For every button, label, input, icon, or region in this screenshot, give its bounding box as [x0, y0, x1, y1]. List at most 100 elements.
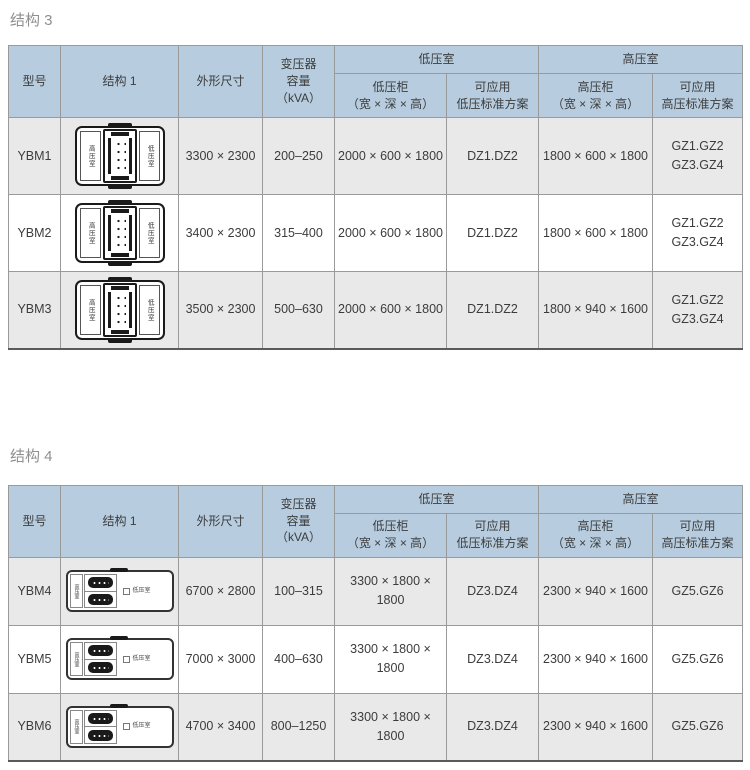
- hv-room-compartment: 高压室: [79, 131, 101, 181]
- cell-lv-scheme: DZ1.DZ2: [445, 117, 540, 195]
- cell-model: YBM4: [8, 556, 61, 626]
- col-header-structure: 结构 1: [60, 484, 179, 558]
- substation-top-view-diagram: 高压室 低压室: [74, 276, 165, 343]
- col-header-dimensions: 外形尺寸: [178, 484, 263, 558]
- col-header-lv-cabinet: 低压柜 （宽 × 深 × 高）: [334, 512, 447, 558]
- cell-lv-cabinet: 3300 × 1800 × 1800: [334, 692, 447, 762]
- group-header-lv-room: 低压室: [333, 484, 540, 514]
- vent-bar: [107, 123, 132, 128]
- lv-room-compartment: 低压室: [117, 710, 170, 744]
- cell-dimensions: 6700 × 2800: [178, 556, 263, 626]
- hv-room-compartment: 高压室: [69, 642, 83, 676]
- vent-bar: [107, 184, 132, 189]
- cell-capacity: 200–250: [262, 117, 335, 195]
- cell-structure-diagram: 高压室 低压室: [60, 271, 179, 349]
- cell-structure-diagram: 高压室 低压室: [60, 556, 179, 626]
- section-title-structure-3: 结构 3: [10, 12, 53, 29]
- cell-capacity: 100–315: [262, 556, 335, 626]
- col-header-hv-cabinet: 高压柜 （宽 × 深 × 高）: [538, 512, 654, 558]
- col-header-lv-scheme: 可应用 低压标准方案: [445, 73, 540, 118]
- lv-room-compartment: 低压室: [138, 284, 160, 335]
- cell-capacity: 315–400: [262, 194, 335, 272]
- col-header-hv-scheme: 可应用 高压标准方案: [652, 512, 744, 558]
- col-header-capacity: 变压器 容量 （kVA）: [262, 45, 335, 118]
- col-header-structure: 结构 1: [60, 45, 179, 118]
- cell-hv-scheme: GZ5.GZ6: [652, 556, 744, 626]
- cell-capacity: 800–1250: [262, 692, 335, 762]
- cell-structure-diagram: 高压室 低压室: [60, 692, 179, 762]
- substation-top-view-diagram: 高压室 低压室: [65, 636, 174, 680]
- col-header-hv-scheme: 可应用 高压标准方案: [652, 73, 744, 118]
- hv-room-compartment: 高压室: [69, 709, 83, 744]
- table-row: YBM2 高压室 低压室 3400 × 2300: [8, 194, 744, 272]
- transformer-compartment: [102, 206, 137, 260]
- cell-lv-cabinet: 3300 × 1800 × 1800: [334, 624, 447, 694]
- cell-dimensions: 7000 × 3000: [178, 624, 263, 694]
- cell-hv-cabinet: 1800 × 600 × 1800: [538, 117, 654, 195]
- transformer-icon: [87, 713, 113, 724]
- hv-room-compartment: 高压室: [69, 574, 83, 608]
- substation-top-view-diagram: 高压室 低压室: [74, 200, 165, 266]
- lv-room-compartment: 低压室: [117, 642, 170, 676]
- cell-lv-scheme: DZ3.DZ4: [445, 624, 540, 694]
- cell-lv-scheme: DZ3.DZ4: [445, 692, 540, 762]
- table-row: YBM3 高压室 低压室 3500 × 2300: [8, 271, 744, 349]
- col-header-dimensions: 外形尺寸: [178, 45, 263, 118]
- transformer-icon: [87, 729, 113, 741]
- substation-top-view-diagram: 高压室 低压室: [65, 703, 174, 748]
- spec-table-structure-4: 型号 结构 1 外形尺寸 变压器 容量 （kVA） 低压室 高压室 低压柜 （宽…: [8, 484, 744, 762]
- cell-lv-cabinet: 3300 × 1800 × 1800: [334, 556, 447, 626]
- table-header: 型号 结构 1 外形尺寸 变压器 容量 （kVA） 低压室 高压室 低压柜 （宽…: [8, 484, 744, 558]
- cell-model: YBM6: [8, 692, 61, 762]
- cell-model: YBM3: [8, 271, 61, 349]
- cell-dimensions: 3300 × 2300: [178, 117, 263, 195]
- group-header-hv-room: 高压室: [538, 45, 744, 74]
- transformer-compartment: [102, 282, 137, 337]
- section-title-structure-4: 结构 4: [10, 447, 53, 465]
- transformer-compartment: [83, 642, 117, 676]
- col-header-model: 型号: [8, 45, 61, 118]
- hv-room-compartment: 高压室: [79, 284, 101, 335]
- lv-room-compartment: 低压室: [138, 131, 160, 181]
- transformer-compartment: [83, 709, 117, 744]
- cell-hv-scheme: GZ5.GZ6: [652, 692, 744, 762]
- cell-dimensions: 3500 × 2300: [178, 271, 263, 349]
- cell-dimensions: 3400 × 2300: [178, 194, 263, 272]
- cell-dimensions: 4700 × 3400: [178, 692, 263, 762]
- vent-bar: [109, 568, 128, 572]
- group-header-lv-room: 低压室: [333, 45, 540, 74]
- cell-structure-diagram: 高压室 低压室: [60, 624, 179, 694]
- substation-top-view-diagram: 高压室 低压室: [74, 123, 165, 189]
- cell-model: YBM5: [8, 624, 61, 694]
- cell-lv-scheme: DZ3.DZ4: [445, 556, 540, 626]
- cell-structure-diagram: 高压室 低压室: [60, 194, 179, 272]
- cell-lv-cabinet: 2000 × 600 × 1800: [334, 271, 447, 349]
- cell-hv-cabinet: 2300 × 940 × 1600: [538, 624, 654, 694]
- cell-hv-cabinet: 1800 × 940 × 1600: [538, 271, 654, 349]
- cell-hv-cabinet: 2300 × 940 × 1600: [538, 692, 654, 762]
- table-row: YBM6 高压室 低压室 470: [8, 692, 744, 762]
- col-header-capacity: 变压器 容量 （kVA）: [262, 484, 335, 558]
- cell-hv-cabinet: 1800 × 600 × 1800: [538, 194, 654, 272]
- table-row: YBM1 高压室 低压室 3300 × 2300: [8, 117, 744, 195]
- cell-hv-scheme: GZ1.GZ2 GZ3.GZ4: [652, 271, 744, 349]
- cell-hv-scheme: GZ5.GZ6: [652, 624, 744, 694]
- col-header-lv-scheme: 可应用 低压标准方案: [445, 512, 540, 558]
- hv-room-compartment: 高压室: [79, 208, 101, 258]
- table-row: YBM5 高压室 低压室 700: [8, 624, 744, 694]
- cell-model: YBM1: [8, 117, 61, 195]
- cell-capacity: 400–630: [262, 624, 335, 694]
- cell-capacity: 500–630: [262, 271, 335, 349]
- transformer-icon: [87, 661, 113, 673]
- lv-room-compartment: 低压室: [117, 574, 170, 608]
- col-header-lv-cabinet: 低压柜 （宽 × 深 × 高）: [334, 73, 447, 118]
- table-header: 型号 结构 1 外形尺寸 变压器 容量 （kVA） 低压室 高压室 低压柜 （宽…: [8, 45, 744, 118]
- transformer-icon: [87, 645, 113, 657]
- cell-structure-diagram: 高压室 低压室: [60, 117, 179, 195]
- transformer-icon: [87, 593, 113, 605]
- transformer-icon: [87, 577, 113, 589]
- lv-room-compartment: 低压室: [138, 208, 160, 258]
- cell-lv-cabinet: 2000 × 600 × 1800: [334, 117, 447, 195]
- transformer-compartment: [83, 574, 117, 608]
